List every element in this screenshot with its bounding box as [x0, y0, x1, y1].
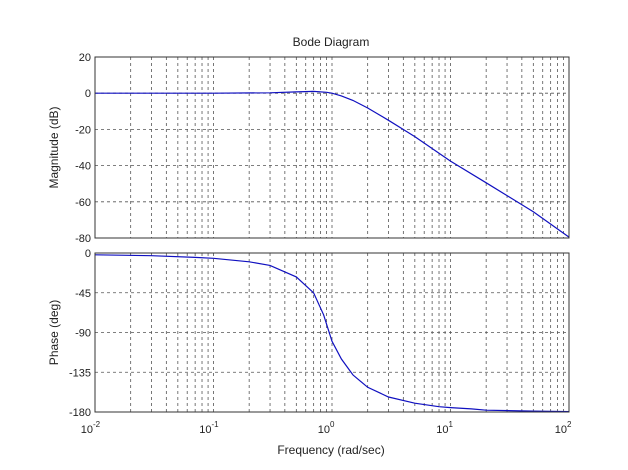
magnitude-axes-frame — [94, 56, 570, 239]
magnitude-y-axis-label: Magnitude (dB) — [47, 106, 61, 188]
y-tick-label: -90 — [75, 328, 91, 340]
y-tick-label: -40 — [75, 161, 91, 173]
y-tick-label: 0 — [85, 248, 91, 260]
x-tick-label: 10 -1 — [199, 420, 219, 436]
phase-panel: 0 -45 -90 -135 -180 Phase (deg) — [47, 248, 570, 419]
phase-axes-frame — [94, 252, 570, 413]
svg-text:10: 10 — [199, 424, 211, 436]
svg-text:10: 10 — [318, 424, 330, 436]
y-tick-label: -20 — [75, 124, 91, 136]
y-tick-label: 0 — [85, 88, 91, 100]
y-tick-label: -60 — [75, 197, 91, 209]
chart-title: Bode Diagram — [293, 35, 370, 49]
x-tick-label: 10 2 — [555, 420, 572, 436]
phase-series-line — [94, 254, 570, 413]
y-tick-label: 20 — [79, 52, 91, 64]
svg-text:-1: -1 — [212, 420, 220, 429]
magnitude-y-tick-labels: 20 0 -20 -40 -60 -80 — [75, 52, 91, 245]
svg-text:0: 0 — [330, 420, 335, 429]
svg-text:1: 1 — [449, 420, 454, 429]
svg-text:10: 10 — [436, 424, 448, 436]
y-tick-label: -135 — [69, 367, 91, 379]
svg-text:10: 10 — [81, 424, 93, 436]
phase-y-tick-labels: 0 -45 -90 -135 -180 — [69, 248, 91, 419]
x-tick-label: 10 0 — [318, 420, 335, 436]
svg-text:2: 2 — [567, 420, 572, 429]
magnitude-panel: 20 0 -20 -40 -60 -80 Magnitude (dB) — [47, 52, 570, 245]
y-tick-label: -45 — [75, 288, 91, 300]
x-axis-label: Frequency (rad/sec) — [277, 443, 384, 457]
y-tick-label: -180 — [69, 407, 91, 419]
svg-text:10: 10 — [555, 424, 567, 436]
y-tick-label: -80 — [75, 233, 91, 245]
phase-grid — [95, 253, 569, 412]
x-tick-label: 10 -2 — [81, 420, 101, 436]
magnitude-series-line — [95, 90, 570, 238]
x-tick-label: 10 1 — [436, 420, 453, 436]
magnitude-grid — [95, 57, 569, 238]
x-tick-labels: 10 -2 10 -1 10 0 10 1 10 2 — [81, 420, 572, 436]
svg-text:-2: -2 — [93, 420, 101, 429]
phase-y-axis-label: Phase (deg) — [47, 300, 61, 365]
